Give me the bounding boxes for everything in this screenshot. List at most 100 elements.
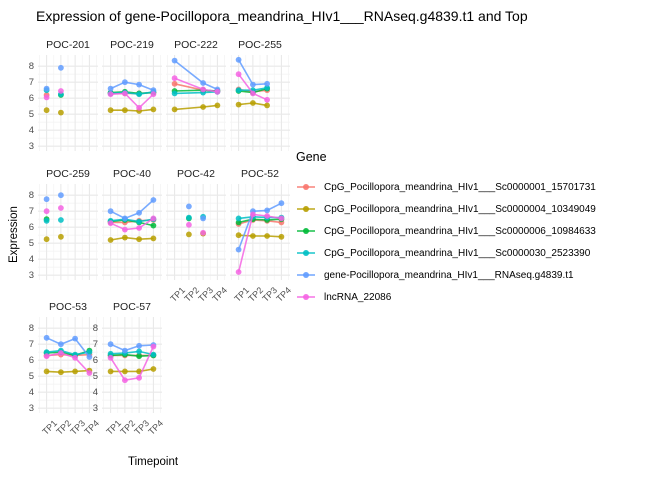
data-line — [110, 81, 154, 91]
data-point — [58, 233, 64, 240]
data-point — [122, 215, 128, 222]
y-tick-label: 7 — [28, 76, 34, 88]
data-point — [107, 220, 114, 227]
x-tick-label: TP4 — [274, 285, 294, 304]
data-point — [43, 85, 50, 92]
data-point — [136, 374, 142, 381]
legend-key-point — [303, 184, 309, 190]
data-point — [136, 353, 142, 360]
data-point — [107, 350, 114, 357]
data-point — [107, 368, 114, 375]
x-axis-title: Timepoint — [128, 456, 179, 468]
data-point — [72, 368, 78, 375]
data-point — [186, 214, 192, 221]
y-tick-label: 3 — [28, 269, 34, 281]
data-line — [238, 234, 282, 238]
facet-strip: POC-57 — [113, 301, 151, 313]
legend-entry: CpG_Pocillopora_meandrina_HIv1___Sc00000… — [296, 176, 596, 198]
data-point — [136, 236, 142, 243]
data-point — [150, 91, 157, 98]
data-line — [46, 369, 90, 374]
y-tick-label: 4 — [28, 253, 34, 265]
data-line — [110, 343, 154, 352]
data-point — [235, 246, 242, 253]
data-line — [237, 202, 282, 250]
data-point — [43, 196, 50, 203]
facet-strip: POC-52 — [241, 168, 279, 180]
data-line — [110, 108, 154, 112]
facet-panel — [166, 55, 226, 151]
data-point — [122, 79, 128, 86]
data-point — [150, 343, 157, 350]
data-point — [150, 197, 157, 203]
data-line — [174, 91, 218, 95]
data-point — [264, 207, 270, 214]
y-tick-label: 5 — [28, 108, 34, 120]
data-point — [278, 215, 285, 222]
data-point — [235, 87, 242, 94]
legend: Gene CpG_Pocillopora_meandrina_HIv1___Sc… — [296, 150, 596, 308]
data-point — [214, 88, 221, 95]
data-point — [72, 335, 78, 342]
data-point — [214, 102, 221, 109]
data-point — [150, 222, 157, 229]
data-line — [110, 217, 154, 231]
data-point — [200, 229, 206, 236]
data-point — [107, 91, 114, 98]
data-point — [58, 369, 64, 376]
data-line — [238, 218, 282, 224]
data-point — [250, 90, 256, 97]
data-point — [58, 88, 64, 94]
data-point — [107, 354, 114, 361]
data-point — [171, 57, 178, 64]
data-point — [171, 106, 178, 113]
legend-entry: gene-Pocillopora_meandrina_HIv1___RNAseq… — [296, 264, 596, 286]
data-point — [250, 233, 256, 239]
x-tick-label: TP4 — [146, 418, 166, 437]
data-point — [107, 341, 114, 348]
data-point — [150, 351, 157, 358]
data-point — [136, 104, 142, 111]
data-point — [136, 342, 142, 349]
data-point — [186, 231, 192, 238]
x-tick-label: TP4 — [82, 418, 102, 437]
data-point — [136, 81, 142, 88]
data-point — [171, 90, 178, 97]
data-point — [122, 234, 128, 241]
data-point — [43, 368, 50, 375]
y-tick-label: 5 — [92, 370, 98, 382]
legend-label: gene-Pocillopora_meandrina_HIv1___RNAseq… — [324, 269, 574, 281]
data-point — [58, 192, 64, 199]
legend-key-point — [303, 250, 309, 256]
facet-strip: POC-42 — [177, 168, 215, 180]
data-point — [86, 370, 93, 376]
data-point — [43, 334, 50, 341]
facet-strip: POC-40 — [113, 168, 151, 180]
data-point — [186, 221, 192, 228]
facet-panel — [230, 55, 290, 151]
data-point — [136, 225, 142, 231]
y-tick-label: 6 — [28, 221, 34, 233]
legend-entry: CpG_Pocillopora_meandrina_HIv1___Sc00000… — [296, 220, 596, 242]
y-tick-label: 7 — [28, 338, 34, 350]
data-point — [235, 219, 242, 226]
data-point — [264, 213, 270, 219]
data-point — [250, 211, 256, 218]
data-line — [110, 92, 154, 109]
data-point — [264, 80, 270, 87]
data-point — [43, 217, 50, 224]
data-point — [122, 90, 128, 97]
facet-panel — [230, 184, 290, 280]
y-tick-label: 7 — [28, 205, 34, 217]
y-tick-label: 4 — [28, 124, 34, 136]
y-tick-label: 6 — [28, 354, 34, 366]
y-tick-label: 3 — [28, 402, 34, 414]
facet-strip: POC-222 — [174, 39, 218, 51]
data-line — [110, 236, 154, 241]
facet-strip: POC-255 — [238, 39, 282, 51]
y-tick-label: 5 — [28, 237, 34, 249]
data-point — [122, 368, 128, 375]
facet-panel — [38, 184, 98, 280]
legend-key-point — [303, 272, 309, 278]
